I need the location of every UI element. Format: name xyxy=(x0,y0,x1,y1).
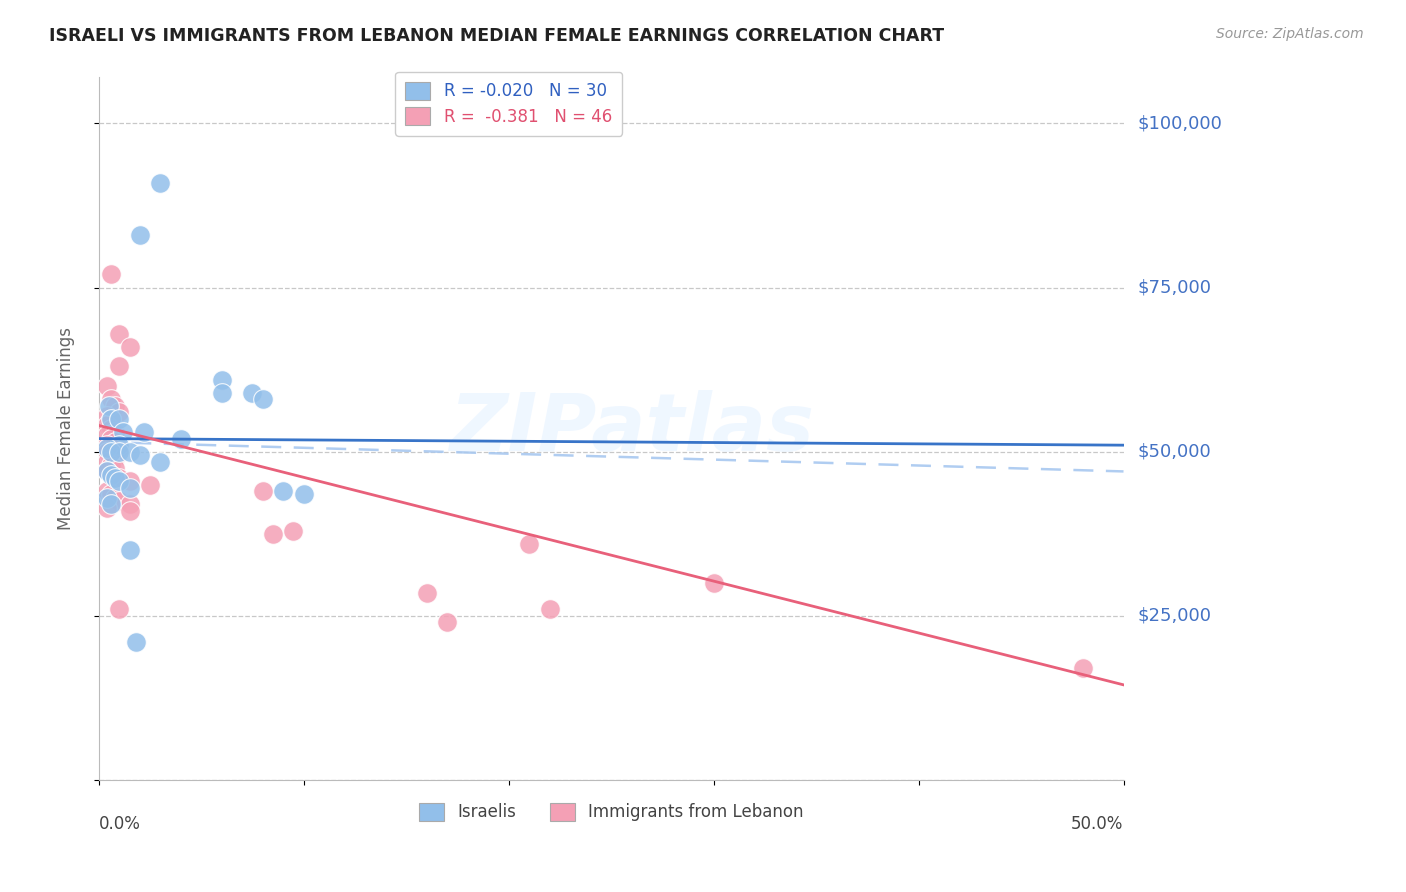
Point xyxy=(517,536,540,550)
Point xyxy=(100,448,122,462)
Point xyxy=(96,428,118,442)
Point xyxy=(108,442,131,456)
Point xyxy=(170,432,193,446)
Point xyxy=(108,359,131,374)
Point xyxy=(96,465,118,479)
Point xyxy=(96,418,118,433)
Point xyxy=(128,227,150,242)
Point xyxy=(96,465,118,479)
Point xyxy=(1071,661,1094,675)
Point xyxy=(118,481,141,495)
Point xyxy=(211,372,233,386)
Point xyxy=(415,586,437,600)
Point xyxy=(100,432,122,446)
Point xyxy=(96,409,118,423)
Text: ISRAELI VS IMMIGRANTS FROM LEBANON MEDIAN FEMALE EARNINGS CORRELATION CHART: ISRAELI VS IMMIGRANTS FROM LEBANON MEDIA… xyxy=(49,27,945,45)
Point xyxy=(118,475,141,489)
Point xyxy=(108,412,131,426)
Point xyxy=(108,444,131,458)
Point xyxy=(108,471,131,485)
Point xyxy=(132,425,155,439)
Point xyxy=(436,615,458,630)
Point xyxy=(100,412,122,426)
Text: 50.0%: 50.0% xyxy=(1071,815,1123,833)
Point xyxy=(252,392,274,407)
Point xyxy=(100,412,122,426)
Point xyxy=(100,392,122,407)
Point xyxy=(104,491,127,505)
Point xyxy=(100,268,122,282)
Point xyxy=(96,379,118,393)
Point xyxy=(211,385,233,400)
Point xyxy=(104,471,127,485)
Point xyxy=(108,602,131,616)
Point xyxy=(108,475,131,489)
Point xyxy=(104,399,127,413)
Point xyxy=(118,497,141,511)
Point xyxy=(108,326,131,341)
Point xyxy=(96,484,118,499)
Point xyxy=(271,484,294,499)
Point xyxy=(108,405,131,419)
Text: $25,000: $25,000 xyxy=(1137,607,1212,625)
Point xyxy=(108,494,131,508)
Point xyxy=(283,524,305,538)
Point xyxy=(118,543,141,558)
Text: Source: ZipAtlas.com: Source: ZipAtlas.com xyxy=(1216,27,1364,41)
Text: $50,000: $50,000 xyxy=(1137,442,1211,461)
Point xyxy=(100,458,122,472)
Point xyxy=(96,491,118,505)
Point xyxy=(149,454,172,468)
Point xyxy=(96,454,118,468)
Y-axis label: Median Female Earnings: Median Female Earnings xyxy=(58,327,75,530)
Text: 0.0%: 0.0% xyxy=(98,815,141,833)
Point xyxy=(252,484,274,499)
Point xyxy=(262,526,284,541)
Point xyxy=(139,477,162,491)
Point xyxy=(104,451,127,466)
Point xyxy=(128,448,150,462)
Point xyxy=(100,422,122,436)
Point xyxy=(104,461,127,475)
Point xyxy=(100,497,122,511)
Text: ZIPatlas: ZIPatlas xyxy=(449,390,814,467)
Point xyxy=(96,444,118,458)
Point xyxy=(242,385,264,400)
Point xyxy=(118,340,141,354)
Point xyxy=(100,487,122,501)
Point xyxy=(149,176,172,190)
Point xyxy=(118,444,141,458)
Point xyxy=(96,438,118,452)
Text: $75,000: $75,000 xyxy=(1137,278,1212,296)
Point xyxy=(100,467,122,482)
Point xyxy=(100,444,122,458)
Point xyxy=(108,438,131,452)
Point xyxy=(98,399,121,413)
Point xyxy=(100,467,122,482)
Point xyxy=(125,635,148,649)
Point xyxy=(96,500,118,515)
Point xyxy=(703,576,725,591)
Legend: Israelis, Immigrants from Lebanon: Israelis, Immigrants from Lebanon xyxy=(412,796,810,828)
Point xyxy=(104,425,127,439)
Point xyxy=(112,425,135,439)
Point xyxy=(538,602,561,616)
Point xyxy=(96,442,118,456)
Point xyxy=(292,487,315,501)
Text: $100,000: $100,000 xyxy=(1137,114,1222,132)
Point xyxy=(118,504,141,518)
Point xyxy=(104,434,127,449)
